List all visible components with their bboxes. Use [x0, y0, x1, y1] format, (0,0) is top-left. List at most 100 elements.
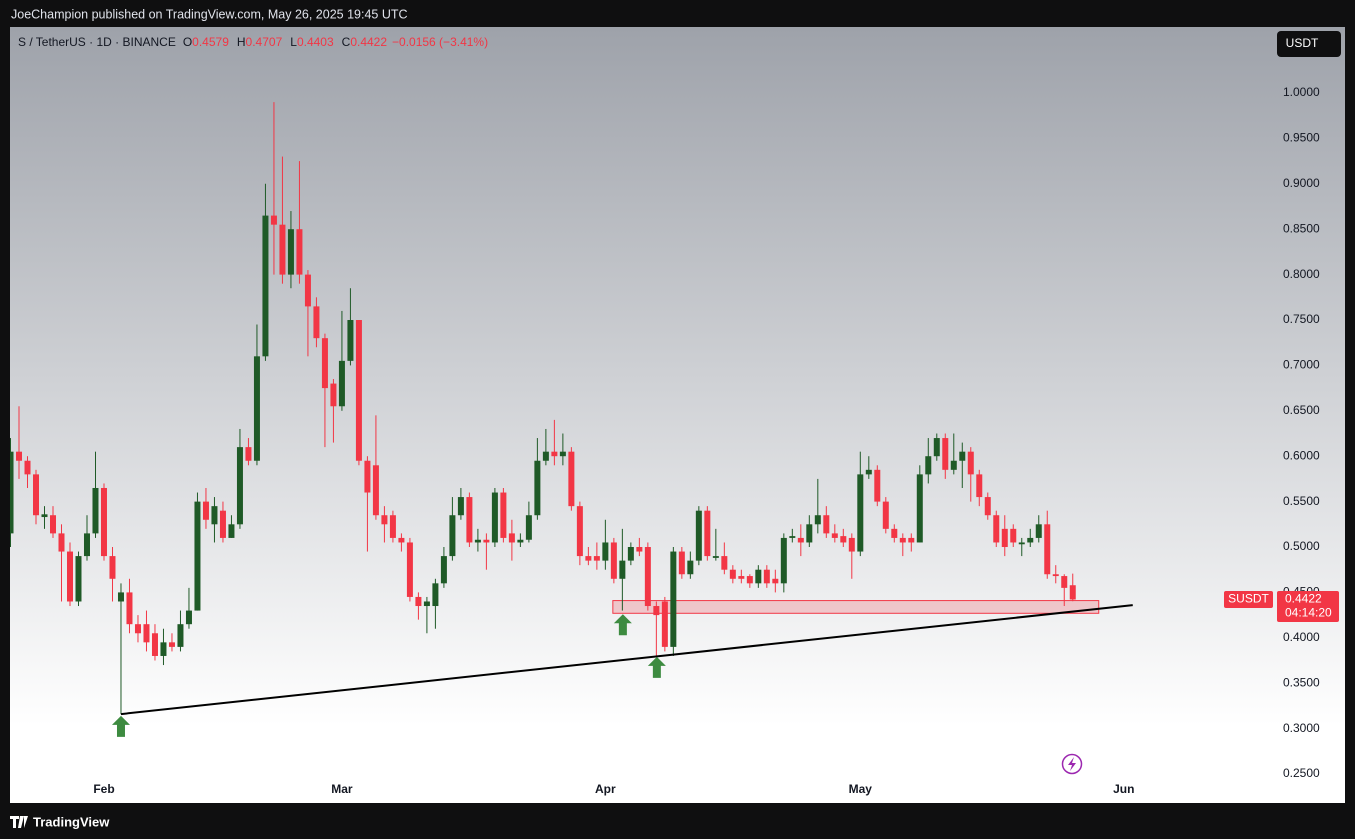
legend-header: S / TetherUS · 1D · BINANCE O0.4579 H0.470…: [18, 35, 488, 49]
candle-body: [83, 533, 90, 557]
plot-area: [10, 102, 1133, 737]
support-zone: [612, 600, 1100, 614]
candle-body: [33, 474, 40, 516]
candle-body: [627, 547, 634, 561]
candle-body: [66, 551, 73, 602]
candle-body: [576, 506, 583, 557]
currency-button[interactable]: [1277, 31, 1341, 57]
candle-body: [347, 320, 354, 361]
y-tick-label: 0.9500: [1283, 131, 1320, 145]
candle-body: [916, 474, 923, 543]
ohlc-label: C: [342, 35, 351, 49]
candle-body: [780, 537, 787, 584]
candle-body: [984, 497, 991, 516]
candle-body: [831, 533, 838, 538]
candle-body: [517, 539, 524, 543]
candle-body: [1044, 524, 1051, 575]
candle-body: [406, 542, 413, 597]
candle-body: [729, 569, 736, 579]
candle-body: [763, 569, 770, 584]
y-tick-label: 0.3000: [1283, 721, 1320, 735]
candle-body: [10, 451, 14, 534]
y-tick-label: 0.2500: [1283, 766, 1320, 780]
candle-body: [151, 633, 158, 656]
candle-body: [891, 528, 898, 538]
x-tick-label: Feb: [93, 782, 114, 796]
candle-body: [236, 447, 243, 525]
candle-body: [1035, 524, 1042, 538]
ohlc-value: 0.4707: [246, 35, 283, 49]
last-price-tag: [1277, 590, 1339, 622]
countdown-label: 04:14:20: [1285, 606, 1332, 620]
icon-ring[interactable]: [1061, 753, 1083, 775]
candle-body: [1061, 576, 1068, 588]
candle-body: [636, 547, 643, 552]
candle-body: [687, 560, 694, 575]
brand-name: TradingView: [33, 814, 110, 829]
candle-body: [874, 469, 881, 502]
candle-body: [1027, 537, 1034, 543]
y-tick-label: 0.5500: [1283, 494, 1320, 508]
candle-body: [1018, 542, 1025, 545]
candle-body: [211, 506, 218, 525]
candle-body: [228, 524, 235, 538]
last-price-label: 0.4422: [1285, 592, 1322, 606]
candle-body: [933, 438, 940, 457]
y-tick-label: 0.3500: [1283, 675, 1320, 689]
candle-body: [772, 578, 779, 584]
candle-body: [185, 610, 192, 625]
arrow-marker: [613, 614, 632, 636]
candle-body: [109, 556, 116, 579]
candle-body: [593, 556, 600, 561]
y-tick-label: 0.6000: [1283, 448, 1320, 462]
candle-body: [398, 537, 405, 543]
candle-body: [372, 465, 379, 516]
candle-body: [865, 469, 872, 475]
candle-body: [313, 306, 320, 339]
candle-body: [508, 533, 515, 543]
candle-body: [1001, 528, 1008, 548]
candle-body: [619, 560, 626, 579]
candle-body: [602, 542, 609, 561]
symbol-tag-label: SUSDT: [1228, 592, 1269, 606]
candle-body: [440, 556, 447, 584]
candle-body: [993, 515, 1000, 543]
candle-body: [457, 497, 464, 516]
candle-body: [755, 569, 762, 584]
candle-body: [202, 501, 209, 520]
candle-body: [823, 515, 830, 534]
candle-body: [415, 596, 422, 607]
candle-body: [704, 510, 711, 557]
candle-body: [423, 601, 430, 607]
currency-label[interactable]: USDT: [1286, 36, 1319, 50]
time-axis: Feb Mar Apr May Jun: [93, 782, 1134, 796]
symbol: S / TetherUS · 1D · BINANCE: [18, 35, 176, 49]
candle-body: [857, 474, 864, 552]
candle-body: [534, 460, 541, 516]
candle-body: [304, 274, 311, 307]
candle-body: [24, 460, 31, 475]
y-tick-label: 0.8500: [1283, 221, 1320, 235]
y-tick-label: 0.8000: [1283, 267, 1320, 281]
candle-body: [806, 524, 813, 543]
candle-body: [908, 537, 915, 543]
candle-body: [942, 438, 949, 470]
y-tick-label: 0.5000: [1283, 539, 1320, 553]
icon-bolt[interactable]: [1068, 757, 1076, 771]
ohlc-value: 0.4403: [297, 35, 334, 49]
x-tick-label: Mar: [331, 782, 353, 796]
candle-body: [253, 356, 260, 461]
candle-body: [262, 215, 269, 357]
candle-body: [330, 383, 337, 407]
ohlc-value: 0.4579: [192, 35, 229, 49]
y-tick-label: 1.0000: [1283, 85, 1320, 99]
lightning-icon[interactable]: [1061, 753, 1083, 775]
candle-body: [678, 551, 685, 575]
candle-body: [568, 451, 575, 507]
candle-body: [75, 556, 82, 602]
candle-body: [219, 510, 226, 538]
candle-body: [466, 497, 473, 543]
trendline: [120, 604, 1133, 716]
